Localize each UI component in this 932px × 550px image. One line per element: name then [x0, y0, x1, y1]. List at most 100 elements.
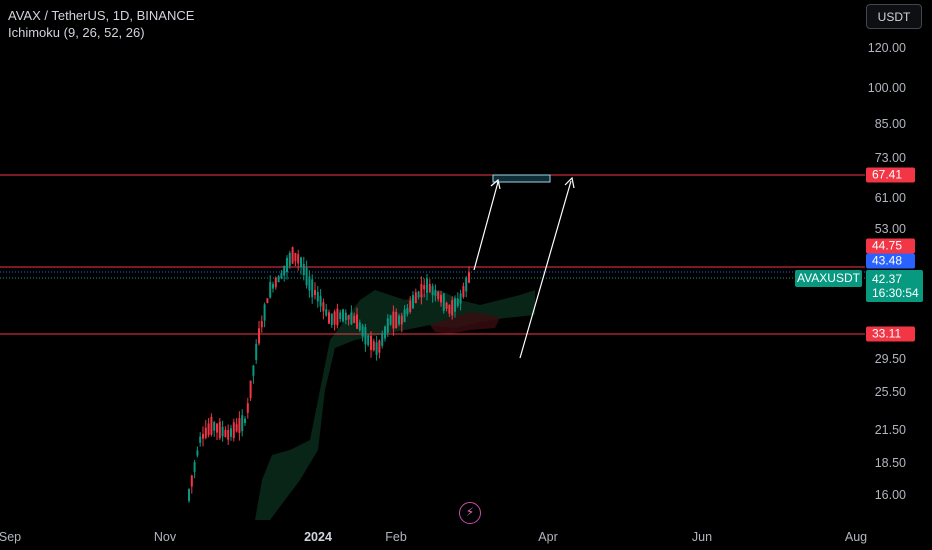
candle-body: [400, 315, 403, 325]
candle-body: [272, 283, 274, 289]
candle-body: [269, 281, 272, 298]
candle-body: [224, 429, 227, 437]
candle-body: [420, 284, 423, 298]
candle-body: [230, 428, 232, 437]
time-axis-label: 2024: [304, 530, 332, 544]
candle-body: [241, 415, 244, 432]
price-axis-label: 61.00: [874, 191, 906, 205]
candle-body: [440, 294, 442, 303]
symbol-tag: AVAXUSDT: [795, 270, 862, 287]
candle-body: [395, 311, 398, 329]
candle-body: [437, 291, 440, 299]
candle-body: [190, 475, 193, 487]
candle-body: [459, 293, 462, 304]
time-axis-label: Aug: [844, 530, 868, 544]
candlesticks: [188, 246, 470, 503]
price-axis-label: 53.00: [874, 222, 906, 236]
candle-body: [414, 292, 417, 304]
candle-body: [465, 277, 468, 292]
candle-body: [448, 304, 451, 314]
candle-body: [246, 403, 249, 413]
cloud-bullish: [255, 290, 535, 520]
candle-body: [350, 312, 353, 325]
candle-body: [294, 252, 297, 262]
candle-body: [280, 273, 283, 279]
candle-body: [468, 272, 470, 283]
candle-body: [409, 300, 412, 312]
candle-body: [218, 421, 221, 439]
current-price: 42.37: [872, 272, 903, 286]
candle-body: [235, 424, 238, 432]
candle-body: [330, 313, 333, 325]
candle-body: [314, 289, 316, 296]
candle-body: [188, 489, 190, 501]
candle-body: [213, 422, 216, 431]
candle-body: [372, 341, 375, 351]
ichimoku-cloud: [255, 290, 535, 520]
candle-body: [398, 315, 400, 325]
indicator-label[interactable]: Ichimoku (9, 26, 52, 26): [8, 25, 145, 40]
candle-body: [378, 340, 381, 353]
candle-body: [300, 257, 302, 268]
currency-button[interactable]: USDT: [866, 4, 922, 29]
price-axis-label: 85.00: [874, 117, 906, 131]
candle-body: [386, 318, 389, 333]
candle-body: [445, 302, 448, 309]
time-axis-label: Feb: [385, 530, 407, 544]
candle-body: [426, 278, 428, 294]
candle-body: [311, 279, 314, 298]
candle-body: [456, 298, 459, 306]
candle-body: [255, 343, 258, 361]
candle-body: [423, 285, 426, 290]
candle-body: [199, 436, 202, 443]
candle-body: [364, 327, 367, 345]
candle-body: [451, 300, 454, 316]
candle-body: [412, 295, 414, 309]
candle-body: [342, 309, 344, 322]
candle-body: [442, 293, 445, 311]
time-axis-label: Nov: [153, 530, 177, 544]
candle-body: [428, 283, 431, 293]
candle-body: [204, 427, 207, 438]
candle-body: [319, 296, 322, 307]
candle-body: [244, 418, 246, 424]
candle-body: [367, 335, 370, 346]
candle-body: [353, 315, 356, 323]
price-axis-label: 18.50: [874, 456, 906, 470]
drawings[interactable]: [473, 174, 575, 359]
price-tag: 43.48: [866, 253, 915, 269]
candle-body: [344, 312, 347, 321]
price-axis-label: 16.00: [874, 488, 906, 502]
candle-body: [358, 322, 361, 331]
cloud-bearish: [430, 312, 500, 334]
price-axis-label: 100.00: [867, 81, 906, 95]
arrow-1-line: [473, 181, 499, 271]
candle-body: [384, 326, 386, 339]
candle-body: [196, 450, 199, 456]
candle-body: [328, 312, 330, 324]
candle-body: [381, 333, 384, 346]
price-tag: 67.41: [866, 167, 915, 183]
candle-body: [207, 423, 210, 436]
candle-body: [258, 328, 260, 344]
candle-body: [216, 423, 218, 433]
candle-body: [252, 365, 255, 376]
candle-body: [297, 254, 300, 264]
candle-body: [322, 302, 325, 312]
price-axis-label: 21.50: [874, 423, 906, 437]
candle-body: [283, 265, 286, 276]
candle-body: [232, 422, 235, 439]
price-axis-label: 29.50: [874, 352, 906, 366]
candle-body: [210, 416, 213, 435]
candle-body: [266, 298, 269, 304]
symbol-title[interactable]: AVAX / TetherUS, 1D, BINANCE: [8, 8, 195, 23]
chart-legend: AVAX / TetherUS, 1D, BINANCE Ichimoku (9…: [8, 7, 194, 41]
lightning-icon[interactable]: ⚡: [459, 502, 481, 524]
candle-body: [339, 312, 342, 319]
candle-body: [347, 315, 350, 320]
candle-body: [291, 247, 294, 264]
candle-body: [308, 276, 311, 291]
candle-body: [431, 285, 434, 296]
candle-body: [389, 315, 392, 325]
